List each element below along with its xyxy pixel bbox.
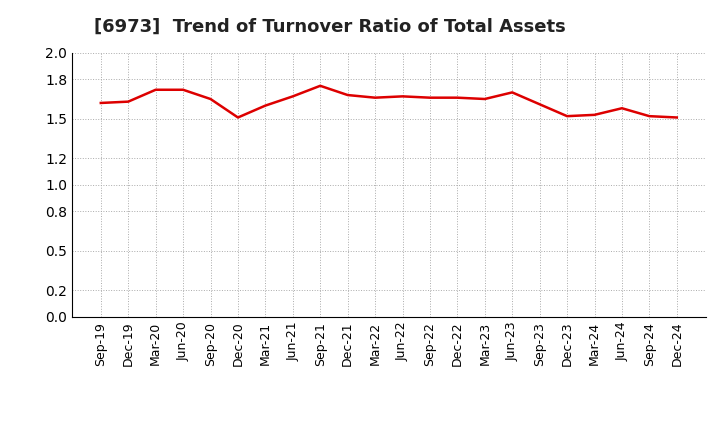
Text: [6973]  Trend of Turnover Ratio of Total Assets: [6973] Trend of Turnover Ratio of Total … <box>94 18 565 36</box>
